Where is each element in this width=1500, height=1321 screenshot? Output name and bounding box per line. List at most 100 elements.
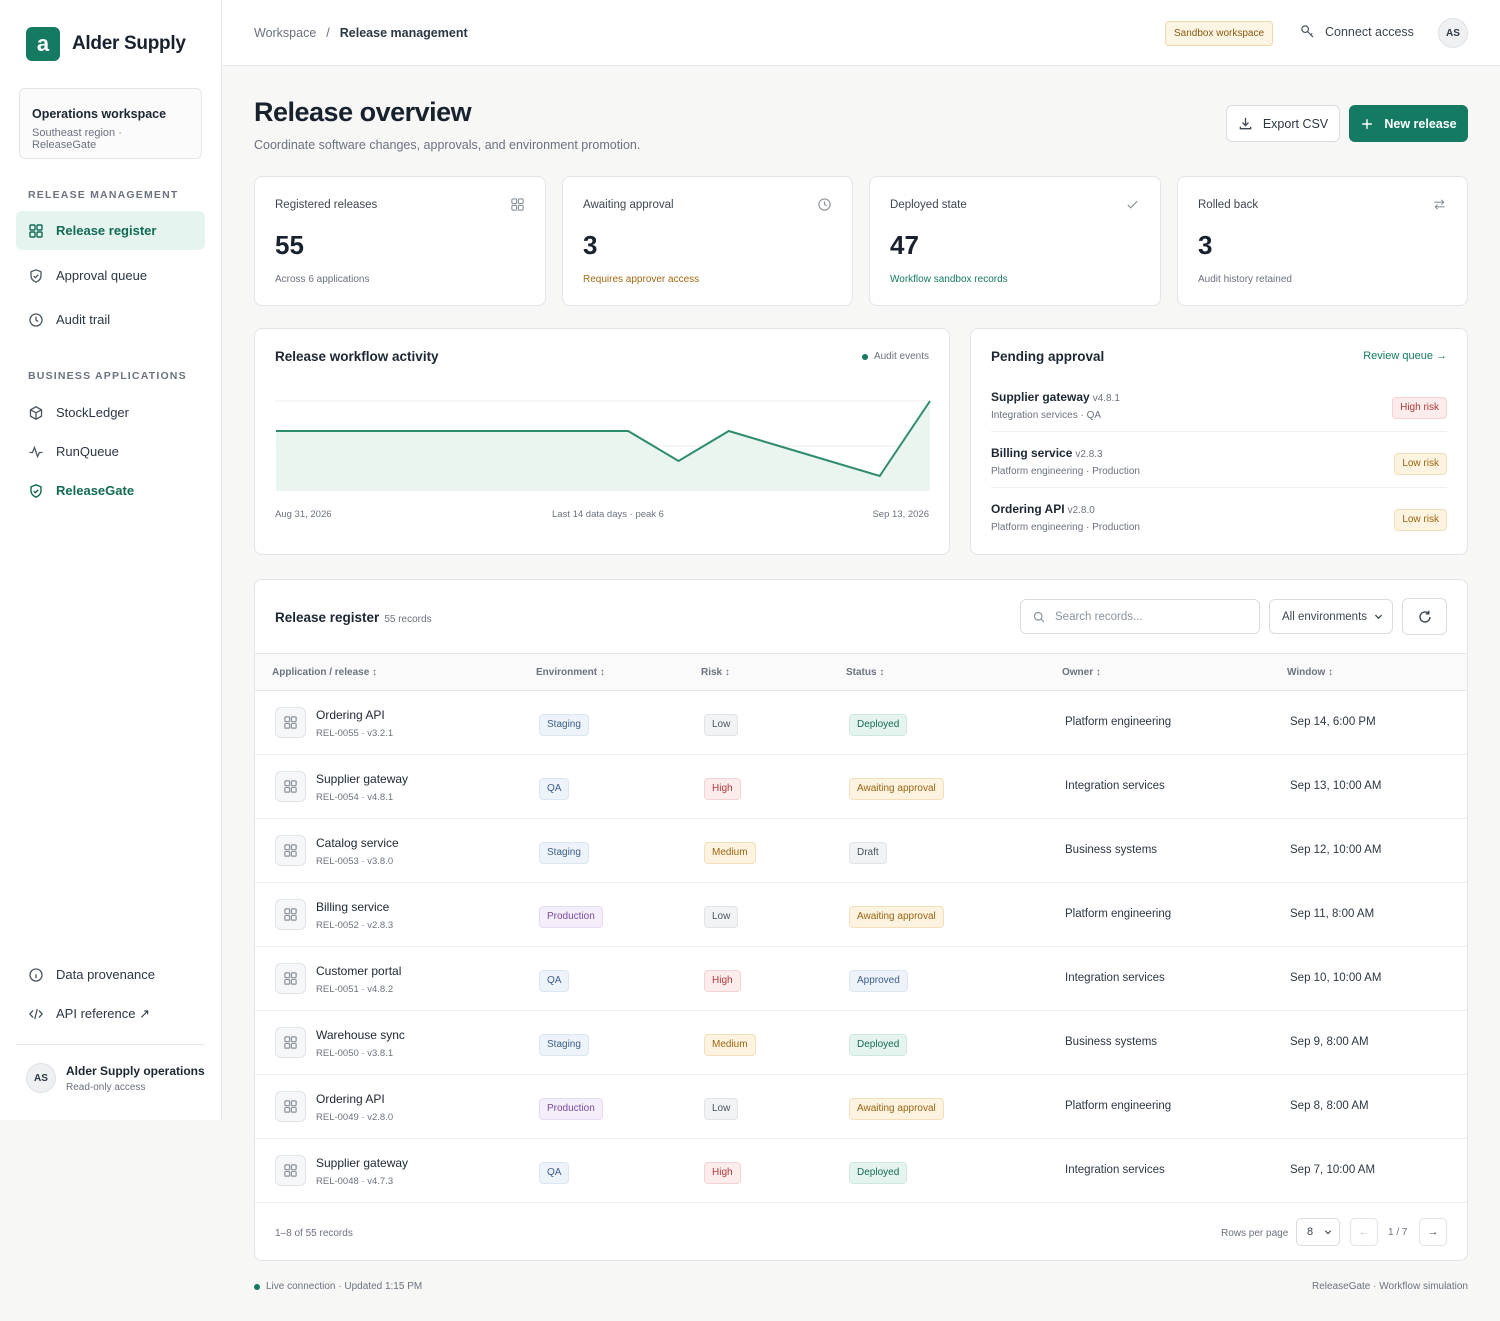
release-id: REL-0055 · v3.2.1 <box>316 728 394 739</box>
release-id: REL-0054 · v4.8.1 <box>316 792 394 803</box>
sidebar-item-runqueue[interactable]: RunQueue <box>16 432 205 471</box>
table-row[interactable]: Customer portal REL-0051 · v4.8.2 QA High Ap… <box>255 947 1467 1011</box>
refresh-button[interactable] <box>1402 598 1447 635</box>
environment-badge: QA <box>539 778 570 800</box>
column-header-window[interactable]: Window ↕ <box>1287 667 1334 678</box>
stat-note: Audit history retained <box>1198 274 1292 285</box>
environment-badge: Staging <box>539 714 589 736</box>
brand[interactable]: a Alder Supply <box>26 27 186 61</box>
table-row[interactable]: Supplier gateway REL-0054 · v4.8.1 QA High A… <box>255 755 1467 819</box>
environment-badge: Staging <box>539 1034 589 1056</box>
user-profile[interactable]: AS Alder Supply operations Read-only acc… <box>26 1063 205 1093</box>
pending-item[interactable]: Ordering API v2.8.0 Platform engineering … <box>991 501 1447 557</box>
sidebar-item-stockledger[interactable]: StockLedger <box>16 393 205 432</box>
column-header-environment[interactable]: Environment ↕ <box>536 667 605 678</box>
avatar: AS <box>26 1063 56 1093</box>
record-count: 55 records <box>384 614 432 625</box>
prev-page-button[interactable]: ← <box>1350 1218 1378 1246</box>
sidebar-item-data-provenance[interactable]: Data provenance <box>16 955 205 994</box>
page-title: Release overview <box>254 97 472 127</box>
app-name[interactable]: Warehouse sync <box>316 1028 405 1042</box>
breadcrumb: Workspace / Release management <box>254 26 468 40</box>
new-release-button[interactable]: New release <box>1349 105 1468 142</box>
pending-name: Ordering API <box>991 502 1065 516</box>
status-badge: Awaiting approval <box>849 778 944 800</box>
stat-label: Deployed state <box>890 199 967 211</box>
window-cell: Sep 11, 8:00 AM <box>1290 908 1375 920</box>
pending-item[interactable]: Supplier gateway v4.8.1 Integration servi… <box>991 389 1447 445</box>
export-csv-button[interactable]: Export CSV <box>1226 105 1340 142</box>
pending-name: Billing service <box>991 446 1073 460</box>
next-page-button[interactable]: → <box>1419 1218 1447 1246</box>
release-id: REL-0052 · v2.8.3 <box>316 920 394 931</box>
risk-badge: Medium <box>704 842 756 864</box>
topbar: Workspace / Release management Sandbox w… <box>222 0 1500 66</box>
review-queue-link[interactable]: Review queue → <box>1363 350 1447 362</box>
sidebar-item-release-register[interactable]: Release register <box>16 211 205 250</box>
app-name[interactable]: Ordering API <box>316 708 385 722</box>
sidebar-item-api-reference[interactable]: API reference ↗ <box>16 994 205 1033</box>
rows-per-page-select[interactable]: 8 <box>1296 1218 1340 1246</box>
app-icon <box>275 1091 306 1122</box>
chevron-down-icon <box>1374 614 1383 620</box>
table-row[interactable]: Billing service REL-0052 · v2.8.3 Producti… <box>255 883 1467 947</box>
avatar[interactable]: AS <box>1438 18 1468 48</box>
connect-access-button[interactable]: Connect access <box>1300 24 1414 39</box>
chart-legend: Audit events <box>861 351 929 362</box>
window-cell: Sep 14, 6:00 PM <box>1290 716 1376 728</box>
key-icon <box>1301 25 1314 38</box>
app-icon <box>275 771 306 802</box>
column-header-risk[interactable]: Risk ↕ <box>701 667 730 678</box>
table-row[interactable]: Warehouse sync REL-0050 · v3.8.1 Staging Me… <box>255 1011 1467 1075</box>
rows-per-page-value: 8 <box>1307 1226 1314 1238</box>
release-id: REL-0049 · v2.8.0 <box>316 1112 394 1123</box>
section-business-applications: BUSINESS APPLICATIONS <box>28 370 187 382</box>
app-name[interactable]: Catalog service <box>316 836 399 850</box>
window-cell: Sep 7, 10:00 AM <box>1290 1164 1376 1176</box>
pending-item[interactable]: Billing service v2.8.3 Platform engineeri… <box>991 445 1447 501</box>
owner-cell: Business systems <box>1065 844 1158 856</box>
clock-icon <box>818 198 831 211</box>
workspace-switcher[interactable]: Operations workspace Southeast region · … <box>19 88 202 159</box>
risk-badge: High <box>704 970 741 992</box>
environment-filter-value: All environments <box>1282 610 1368 623</box>
table-row[interactable]: Catalog service REL-0053 · v3.8.0 Staging M… <box>255 819 1467 883</box>
search-input[interactable]: Search records... <box>1020 599 1260 634</box>
status-badge: Deployed <box>849 1034 908 1056</box>
divider <box>991 487 1447 488</box>
pending-version: v2.8.0 <box>1067 505 1095 516</box>
app-icon <box>275 1027 306 1058</box>
table-row[interactable]: Supplier gateway REL-0048 · v4.7.3 QA High D… <box>255 1139 1467 1203</box>
search-icon <box>1033 611 1045 622</box>
environment-filter[interactable]: All environments <box>1269 599 1393 634</box>
window-cell: Sep 9, 8:00 AM <box>1290 1036 1369 1048</box>
breadcrumb-workspace[interactable]: Workspace <box>254 26 317 40</box>
chart-area <box>276 401 930 491</box>
app-name[interactable]: Supplier gateway <box>316 1156 409 1170</box>
app-icon <box>275 707 306 738</box>
column-header-application[interactable]: Application / release ↕ <box>272 667 378 678</box>
environment-badge: QA <box>539 970 570 992</box>
sidebar-item-releasegate[interactable]: ReleaseGate <box>16 471 205 510</box>
brand-name: Alder Supply <box>72 33 186 54</box>
app-name[interactable]: Ordering API <box>316 1092 385 1106</box>
app-name[interactable]: Supplier gateway <box>316 772 409 786</box>
table-row[interactable]: Ordering API REL-0055 · v3.2.1 Staging Low D… <box>255 691 1467 755</box>
grid-icon <box>284 844 297 857</box>
grid-icon <box>29 223 43 238</box>
user-role: Read-only access <box>66 1081 146 1093</box>
column-header-status[interactable]: Status ↕ <box>846 667 885 678</box>
status-badge: Awaiting approval <box>849 1098 944 1120</box>
sidebar: a Alder Supply Operations workspace Sout… <box>0 0 222 1120</box>
status-badge: Awaiting approval <box>849 906 944 928</box>
sidebar-item-audit-trail[interactable]: Audit trail <box>16 300 205 339</box>
sidebar-divider <box>16 1044 205 1045</box>
status-badge: Draft <box>849 842 887 864</box>
sidebar-item-approval-queue[interactable]: Approval queue <box>16 256 205 295</box>
sidebar-item-label: ReleaseGate <box>56 483 135 498</box>
app-name[interactable]: Customer portal <box>316 964 402 978</box>
table-row[interactable]: Ordering API REL-0049 · v2.8.0 Production L… <box>255 1075 1467 1139</box>
app-name[interactable]: Billing service <box>316 900 390 914</box>
connection-status: Live connection · Updated 1:15 PM <box>254 1281 422 1292</box>
column-header-owner[interactable]: Owner ↕ <box>1062 667 1101 678</box>
